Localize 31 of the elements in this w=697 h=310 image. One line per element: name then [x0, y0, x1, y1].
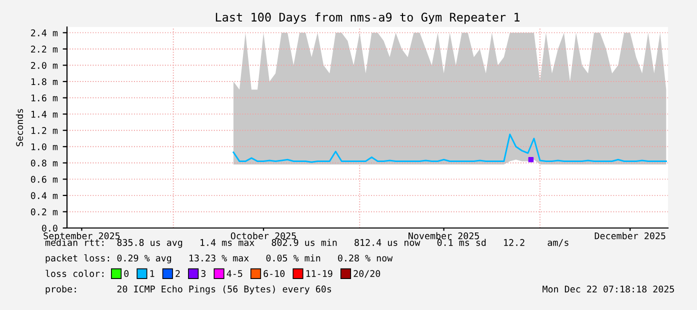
y-tick-label: 0.8 m: [30, 160, 58, 167]
y-tick-label: 0.4 m: [30, 192, 58, 200]
legend-label: 20/20: [354, 270, 380, 278]
legend-label: 2: [176, 270, 180, 277]
text: probe: 20 ICMP Echo Pings (56 Bytes) every 60s: [46, 285, 332, 294]
legend-label: 3: [201, 270, 206, 278]
y-tick-label: 1.2 m: [31, 127, 58, 134]
legend-label: 1: [150, 270, 154, 277]
x-tick-label: December 2025: [594, 232, 666, 240]
legend-title: loss color:: [46, 270, 104, 278]
y-tick-label: 1.4 m: [31, 110, 58, 118]
y-tick-label: 1.8 m: [31, 78, 58, 86]
x-tick-label: November 2025: [408, 232, 479, 240]
legend-label: 0: [124, 270, 129, 278]
y-tick-label: 0.2 m: [30, 208, 58, 216]
y-tick-label: 0.0: [42, 224, 58, 232]
y-tick-label: 2.0 m: [31, 62, 58, 69]
legend-label: 6-10: [264, 270, 285, 278]
line-series: [232, 134, 667, 163]
text: packet loss: 0.29 % avg 13.23 % max 0.05 % min 0.28 % now: [46, 254, 393, 264]
chart-title: Last 100 Days from nms-a9 to Gym Repeater 1: [216, 12, 520, 24]
legend-label: 4-5: [226, 270, 242, 278]
x-tick-label: October 2025: [230, 232, 296, 240]
y-tick-label: 1.6 m: [31, 94, 58, 102]
y-tick-label: 0.6 m: [30, 176, 58, 183]
y-tick-label: 2.4 m: [31, 29, 58, 36]
y-tick-label: 1.0 m: [31, 143, 58, 150]
y-axis-title: Seconds: [16, 109, 24, 146]
text: Mon Dec 22 07:18:18 2025: [542, 286, 674, 293]
y-tick-label: 2.2 m: [31, 46, 58, 52]
legend-label: 11-19: [306, 270, 332, 278]
